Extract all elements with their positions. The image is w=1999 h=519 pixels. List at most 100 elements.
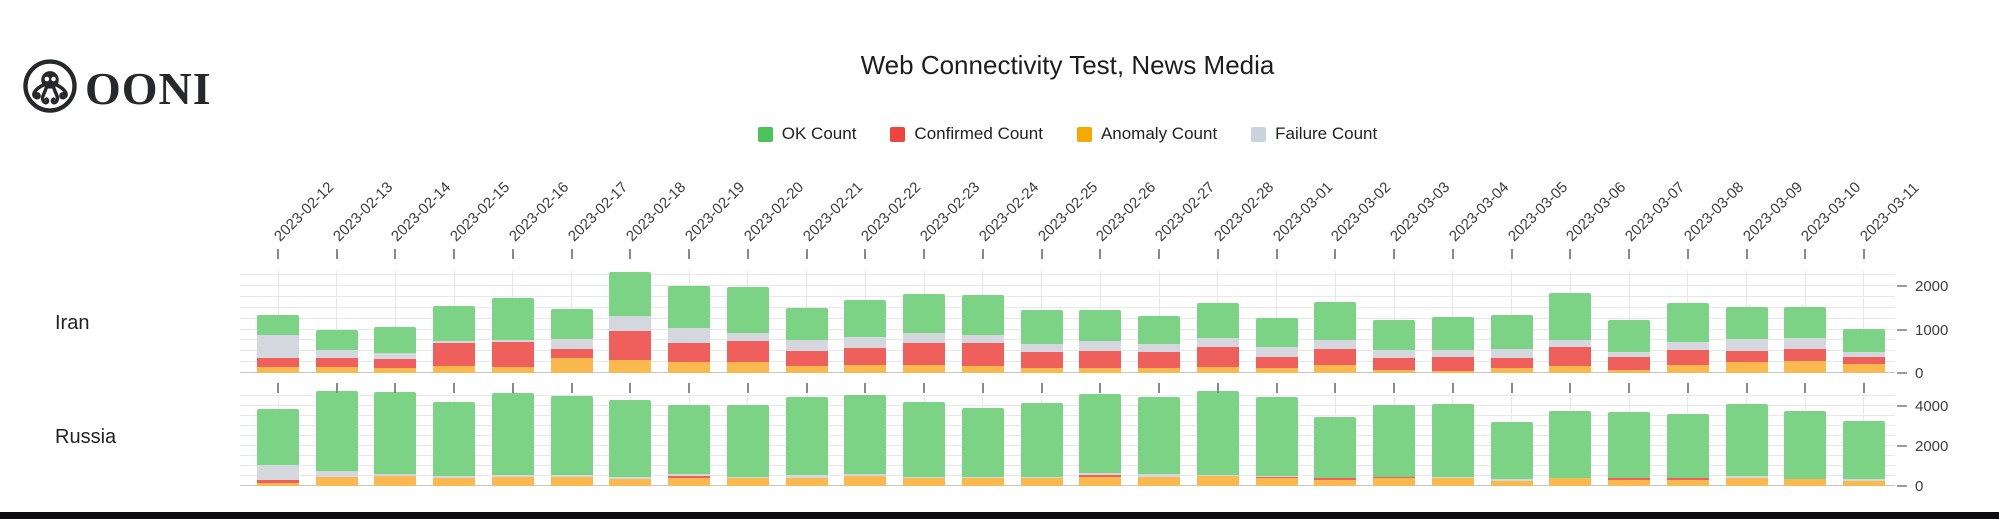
bar-segment-ok-count[interactable] (785, 397, 828, 476)
bar-segment-failure-count[interactable] (1020, 343, 1063, 352)
bar-segment-ok-count[interactable] (257, 314, 299, 335)
bar-segment-ok-count[interactable] (1431, 403, 1474, 477)
bar-segment-anomaly-count[interactable] (1725, 478, 1768, 486)
bar-segment-anomaly-count[interactable] (550, 476, 593, 486)
bar-segment-anomaly-count[interactable] (491, 476, 534, 486)
bar-segment-ok-count[interactable] (1314, 301, 1357, 341)
bar-segment-failure-count[interactable] (491, 475, 534, 477)
bar-segment-ok-count[interactable] (1079, 309, 1122, 342)
bar-segment-anomaly-count[interactable] (374, 475, 417, 486)
bar-segment-failure-count[interactable] (374, 473, 417, 476)
bar-segment-failure-count[interactable] (1196, 337, 1239, 348)
bar-segment-confirmed-count[interactable] (1784, 349, 1827, 361)
bar-segment-anomaly-count[interactable] (903, 365, 946, 373)
bar-segment-ok-count[interactable] (374, 391, 417, 474)
bar-segment-anomaly-count[interactable] (1666, 480, 1709, 486)
bar-segment-confirmed-count[interactable] (1196, 347, 1239, 367)
bar-segment-anomaly-count[interactable] (1314, 365, 1357, 373)
bar-segment-ok-count[interactable] (785, 307, 828, 341)
bar-segment-confirmed-count[interactable] (550, 349, 593, 358)
bar-segment-confirmed-count[interactable] (609, 330, 652, 360)
bar-segment-anomaly-count[interactable] (1196, 366, 1239, 373)
bar-segment-anomaly-count[interactable] (1020, 368, 1063, 373)
bar-segment-failure-count[interactable] (491, 340, 534, 342)
bar-segment-failure-count[interactable] (1138, 474, 1181, 477)
bar-segment-anomaly-count[interactable] (1314, 479, 1357, 486)
bar-segment-ok-count[interactable] (1490, 314, 1533, 350)
bar-segment-failure-count[interactable] (1020, 476, 1063, 479)
bar-segment-failure-count[interactable] (433, 341, 476, 343)
bar-segment-anomaly-count[interactable] (1138, 476, 1181, 486)
bar-segment-failure-count[interactable] (1431, 349, 1474, 357)
bar-segment-ok-count[interactable] (609, 399, 652, 478)
bar-segment-confirmed-count[interactable] (433, 342, 476, 367)
bar-segment-ok-count[interactable] (433, 402, 476, 476)
bar-segment-anomaly-count[interactable] (1255, 478, 1298, 486)
bar-segment-ok-count[interactable] (1373, 404, 1416, 477)
bar-segment-failure-count[interactable] (374, 353, 417, 359)
bar-segment-confirmed-count[interactable] (1255, 356, 1298, 368)
bar-segment-confirmed-count[interactable] (1725, 351, 1768, 362)
bar-segment-ok-count[interactable] (374, 327, 417, 353)
bar-segment-failure-count[interactable] (844, 474, 887, 476)
bar-segment-ok-count[interactable] (1196, 391, 1239, 476)
bar-segment-failure-count[interactable] (1255, 347, 1298, 357)
bar-segment-failure-count[interactable] (1784, 338, 1827, 350)
bar-segment-confirmed-count[interactable] (1608, 356, 1651, 371)
bar-segment-confirmed-count[interactable] (257, 480, 299, 484)
bar-segment-confirmed-count[interactable] (315, 358, 358, 368)
bar-segment-confirmed-count[interactable] (1020, 351, 1063, 368)
bar-segment-anomaly-count[interactable] (491, 366, 534, 373)
bar-segment-ok-count[interactable] (1549, 292, 1592, 340)
bar-segment-confirmed-count[interactable] (785, 350, 828, 366)
bar-segment-anomaly-count[interactable] (668, 361, 711, 373)
bar-segment-ok-count[interactable] (1725, 403, 1768, 476)
bar-segment-anomaly-count[interactable] (1020, 478, 1063, 486)
bar-segment-ok-count[interactable] (1373, 319, 1416, 351)
bar-segment-ok-count[interactable] (315, 330, 358, 350)
bar-segment-confirmed-count[interactable] (726, 340, 769, 362)
bar-segment-ok-count[interactable] (1725, 306, 1768, 340)
bar-segment-anomaly-count[interactable] (785, 478, 828, 486)
bar-segment-anomaly-count[interactable] (1373, 478, 1416, 486)
bar-segment-failure-count[interactable] (785, 340, 828, 351)
bar-segment-failure-count[interactable] (785, 475, 828, 479)
bar-segment-ok-count[interactable] (1608, 411, 1651, 478)
bar-segment-ok-count[interactable] (1255, 396, 1298, 476)
bar-segment-anomaly-count[interactable] (1666, 364, 1709, 373)
bar-segment-anomaly-count[interactable] (726, 361, 769, 373)
bar-segment-failure-count[interactable] (1079, 341, 1122, 352)
bar-segment-failure-count[interactable] (1608, 351, 1651, 357)
bar-segment-anomaly-count[interactable] (1842, 363, 1885, 373)
bar-segment-confirmed-count[interactable] (1373, 358, 1416, 371)
bar-segment-ok-count[interactable] (1138, 396, 1181, 475)
bar-segment-confirmed-count[interactable] (1138, 351, 1181, 368)
bar-segment-failure-count[interactable] (550, 475, 593, 477)
bar-segment-failure-count[interactable] (1490, 349, 1533, 359)
bar-segment-ok-count[interactable] (1079, 393, 1122, 474)
bar-segment-failure-count[interactable] (726, 333, 769, 341)
bar-segment-ok-count[interactable] (1666, 414, 1709, 478)
bar-segment-failure-count[interactable] (257, 465, 299, 481)
bar-segment-confirmed-count[interactable] (1255, 476, 1298, 479)
bar-segment-ok-count[interactable] (1842, 421, 1885, 479)
bar-segment-anomaly-count[interactable] (1490, 367, 1533, 373)
bar-segment-confirmed-count[interactable] (491, 341, 534, 367)
bar-segment-ok-count[interactable] (1608, 320, 1651, 352)
bar-segment-anomaly-count[interactable] (315, 367, 358, 373)
bar-segment-anomaly-count[interactable] (609, 479, 652, 486)
bar-segment-ok-count[interactable] (1431, 317, 1474, 350)
bar-segment-anomaly-count[interactable] (433, 366, 476, 373)
bar-segment-confirmed-count[interactable] (903, 342, 946, 366)
bar-segment-ok-count[interactable] (1020, 310, 1063, 344)
bar-segment-failure-count[interactable] (1431, 476, 1474, 479)
bar-segment-anomaly-count[interactable] (1431, 478, 1474, 486)
bar-segment-confirmed-count[interactable] (1079, 475, 1122, 478)
bar-segment-ok-count[interactable] (903, 294, 946, 334)
bar-segment-failure-count[interactable] (1138, 343, 1181, 352)
bar-segment-failure-count[interactable] (609, 477, 652, 479)
bar-segment-ok-count[interactable] (844, 299, 887, 338)
bar-segment-confirmed-count[interactable] (1608, 478, 1651, 481)
bar-segment-anomaly-count[interactable] (1608, 480, 1651, 486)
bar-segment-confirmed-count[interactable] (1842, 356, 1885, 364)
